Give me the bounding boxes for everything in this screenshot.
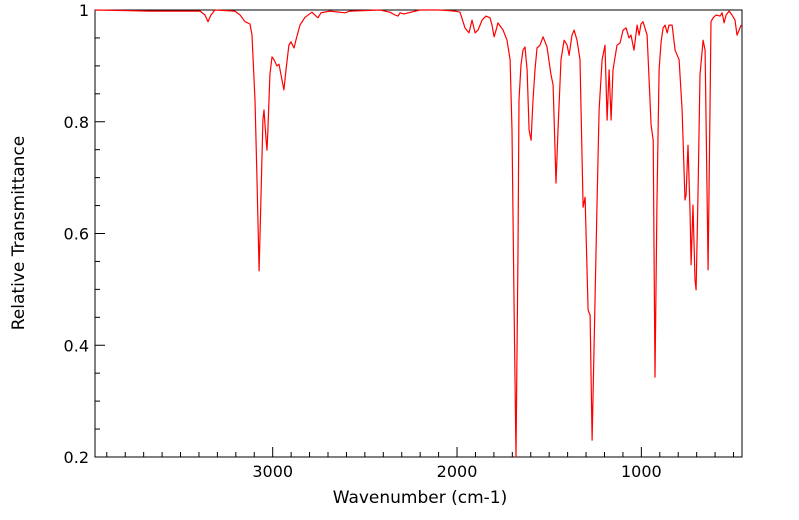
y-tick-label: 0.2 [64, 448, 89, 467]
y-tick-label: 0.6 [64, 225, 89, 244]
y-tick-label: 1 [79, 1, 89, 20]
spectrum-line [94, 9, 742, 458]
y-axis-label: Relative Transmittance [9, 136, 29, 331]
plot-frame [94, 9, 743, 458]
x-tick-label: 3000 [252, 462, 293, 481]
x-tick-label: 2000 [437, 462, 478, 481]
y-tick-label: 0.4 [64, 336, 89, 355]
axis-ticks [95, 9, 735, 458]
x-axis-label: Wavenumber (cm-1) [333, 488, 508, 508]
tick-labels: 3000 2000 1000 0.2 0.4 0.6 0.8 1 [64, 1, 662, 481]
x-tick-label: 1000 [621, 462, 662, 481]
y-tick-label: 0.8 [64, 113, 89, 132]
